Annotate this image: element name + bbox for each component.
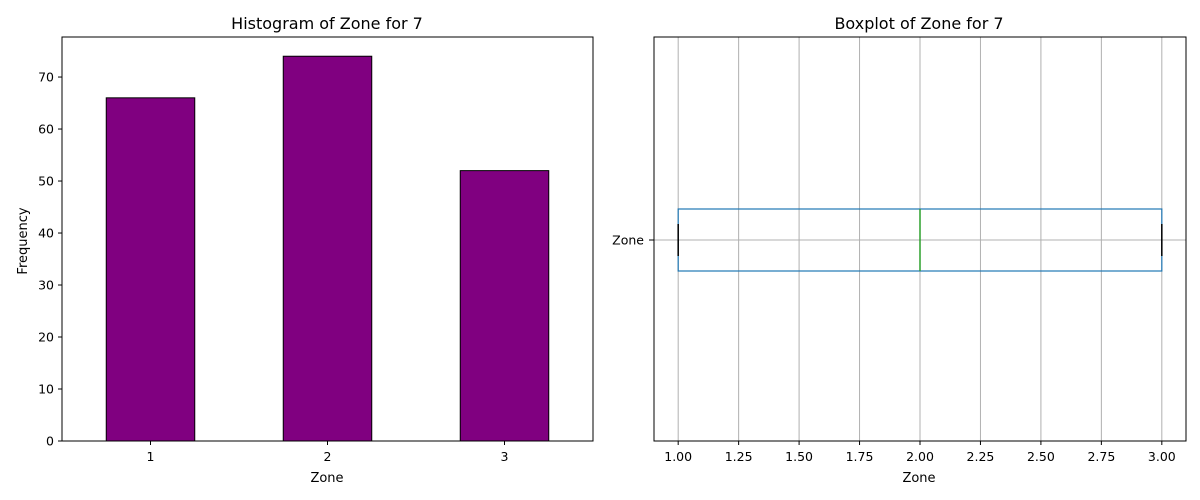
boxplot-shapes [677, 208, 1163, 272]
histogram-x-ticks: 1 2 3 [147, 441, 509, 464]
histogram-y-tick-label: 0 [46, 434, 54, 449]
boxplot-x-label: Zone [902, 471, 935, 486]
histogram-y-tick-label: 40 [38, 226, 54, 241]
histogram-y-tick-label: 30 [38, 278, 54, 293]
boxplot-x-tick-label: 2.00 [906, 449, 934, 464]
histogram-panel: Histogram of Zone for 7 010203040506070 … [16, 14, 594, 486]
histogram-bar [459, 170, 550, 442]
histogram-y-tick-label: 50 [38, 174, 54, 189]
histogram-title: Histogram of Zone for 7 [231, 14, 423, 33]
boxplot-x-tick-label: 1.25 [725, 449, 753, 464]
histogram-y-tick-label: 60 [38, 122, 54, 137]
histogram-x-tick-label: 2 [324, 449, 332, 464]
histogram-y-tick-label: 70 [38, 70, 54, 85]
boxplot-title: Boxplot of Zone for 7 [834, 14, 1003, 33]
boxplot-y-ticks: Zone [612, 233, 654, 248]
boxplot-x-tick-label: 1.00 [664, 449, 692, 464]
histogram-bar [105, 97, 196, 442]
histogram-y-ticks: 0 10 20 30 40 50 60 70 [38, 70, 62, 449]
boxplot-panel: Boxplot of Zone for 7 1.00 1.25 1.50 1.75 2.… [612, 14, 1187, 486]
histogram-x-label: Zone [310, 471, 343, 486]
histogram-x-tick-label: 3 [501, 449, 509, 464]
histogram-bars [105, 55, 550, 442]
boxplot-axes-frame [653, 36, 1187, 442]
boxplot-x-tick-label: 2.75 [1087, 449, 1115, 464]
histogram-y-label: Frequency [16, 207, 31, 274]
boxplot-x-tick-label: 2.25 [967, 449, 995, 464]
boxplot-x-tick-label: 1.50 [785, 449, 813, 464]
boxplot-x-tick-label: 3.00 [1148, 449, 1176, 464]
histogram-y-tick-label: 20 [38, 330, 54, 345]
boxplot-x-ticks: 1.00 1.25 1.50 1.75 2.00 2.25 2.50 2.75 3.00 [664, 441, 1176, 464]
histogram-x-tick-label: 1 [147, 449, 155, 464]
histogram-axes-frame [61, 36, 594, 442]
boxplot-y-tick-label: Zone [612, 233, 644, 248]
histogram-y-tick-label: 10 [38, 382, 54, 397]
boxplot-x-tick-label: 1.75 [846, 449, 874, 464]
boxplot-x-tick-label: 2.50 [1027, 449, 1055, 464]
histogram-bar [282, 55, 373, 442]
